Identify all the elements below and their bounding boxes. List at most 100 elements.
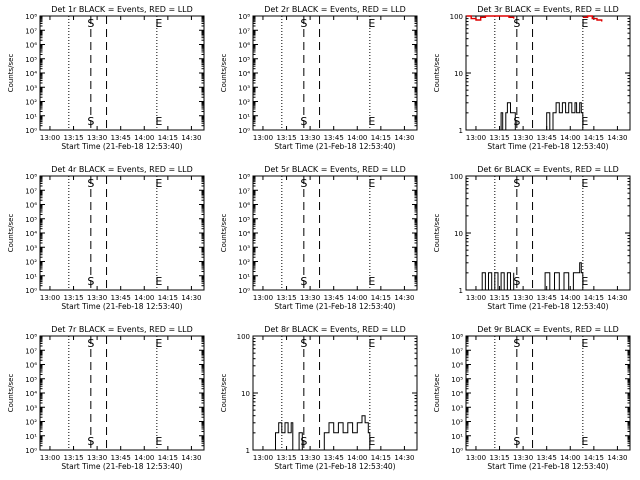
lld-series-line [466,15,515,21]
marker-label-top: S [300,337,307,350]
y-tick-label: 10² [25,419,37,427]
marker-label-bottom: S [513,435,520,448]
y-tick-label: 10⁴ [25,230,37,238]
x-tick-label: 14:30 [394,454,414,462]
y-tick-label: 10¹ [25,273,37,281]
y-tick-label: 10⁸ [238,173,250,181]
x-axis-label: Start Time (21-Feb-18 12:53:40) [274,462,395,471]
y-tick-label: 10³ [238,244,250,252]
events-series-line [322,415,371,451]
events-series-line [297,432,303,451]
x-tick-label: 14:30 [181,454,201,462]
y-tick-label: 100 [450,13,463,21]
y-tick-label: 10⁶ [238,42,250,50]
marker-label-top: E [155,17,162,30]
x-tick-label: 13:00 [466,134,486,142]
x-tick-label: 14:00 [560,134,580,142]
x-tick-label: 13:15 [63,454,83,462]
x-tick-label: 14:30 [181,134,201,142]
plot-frame [39,335,205,451]
y-axis-label: Counts/sec [7,214,15,253]
x-tick-label: 14:00 [347,454,367,462]
y-tick-label: 10³ [25,244,37,252]
y-tick-label: 10⁸ [25,333,37,341]
y-tick-label: 10⁰ [451,447,463,455]
y-tick-label: 10⁷ [25,27,37,35]
y-tick-label: 10⁵ [25,216,37,224]
y-axis-label: Counts/sec [433,214,441,253]
x-tick-label: 13:45 [111,134,131,142]
marker-label-bottom: S [300,115,307,128]
y-tick-label: 10⁵ [451,376,463,384]
y-tick-label: 10⁴ [25,390,37,398]
x-tick-label: 13:15 [276,294,296,302]
x-tick-label: 14:00 [134,454,154,462]
y-tick-label: 10 [241,390,250,398]
plot-frame [252,15,418,131]
y-tick-label: 10³ [25,84,37,92]
marker-label-bottom: S [300,275,307,288]
marker-label-bottom: E [155,435,162,448]
events-series-line [540,262,584,291]
x-tick-label: 14:15 [371,454,391,462]
x-tick-label: 14:15 [158,134,178,142]
y-tick-label: 10⁴ [238,230,250,238]
x-tick-label: 13:00 [466,454,486,462]
y-axis-label: Counts/sec [433,54,441,93]
y-axis-label: Counts/sec [7,374,15,413]
x-tick-label: 13:45 [537,454,557,462]
marker-label-bottom: E [368,115,375,128]
marker-label-bottom: E [581,435,588,448]
y-tick-label: 10⁸ [25,13,37,21]
marker-label-top: S [513,17,520,30]
x-tick-label: 13:45 [111,454,131,462]
marker-label-top: E [581,337,588,350]
x-tick-label: 13:00 [40,454,60,462]
x-tick-label: 13:30 [87,294,107,302]
x-axis-label: Start Time (21-Feb-18 12:53:40) [61,462,182,471]
marker-label-top: E [155,177,162,190]
y-tick-label: 10⁵ [238,56,250,64]
y-tick-label: 10⁷ [238,27,250,35]
y-tick-label: 10⁶ [25,42,37,50]
marker-label-bottom: E [581,115,588,128]
plot-frame [39,175,205,291]
x-tick-label: 14:30 [181,294,201,302]
panel-title: Det 6r BLACK = Events, RED = LLD [477,165,619,174]
marker-label-bottom: S [300,435,307,448]
y-tick-label: 1 [459,127,463,135]
y-tick-label: 10¹ [238,273,250,281]
x-tick-label: 13:30 [87,134,107,142]
marker-label-top: E [581,17,588,30]
marker-label-top: S [513,177,520,190]
y-tick-label: 100 [450,173,463,181]
y-tick-label: 10³ [451,404,463,412]
x-tick-label: 14:15 [158,294,178,302]
x-tick-label: 13:30 [513,294,533,302]
marker-label-top: E [368,17,375,30]
x-tick-label: 14:30 [607,454,627,462]
events-series-line [274,422,294,451]
marker-label-bottom: E [155,275,162,288]
x-tick-label: 13:00 [40,294,60,302]
x-tick-label: 13:00 [466,294,486,302]
y-axis-label: Counts/sec [220,214,228,253]
y-tick-label: 10² [238,99,250,107]
y-tick-label: 10¹ [451,433,463,441]
x-tick-label: 13:45 [324,454,344,462]
x-tick-label: 14:00 [560,294,580,302]
marker-label-top: E [155,337,162,350]
y-tick-label: 10² [25,259,37,267]
marker-label-top: S [87,177,94,190]
y-tick-label: 10⁰ [25,447,37,455]
x-tick-label: 14:00 [134,134,154,142]
x-axis-label: Start Time (21-Feb-18 12:53:40) [61,142,182,151]
marker-label-bottom: E [581,275,588,288]
x-axis-label: Start Time (21-Feb-18 12:53:40) [487,462,608,471]
